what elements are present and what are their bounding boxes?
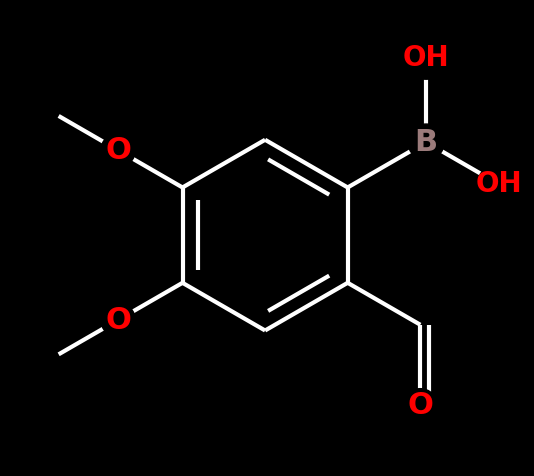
Circle shape	[408, 124, 444, 160]
Text: O: O	[105, 136, 131, 165]
Circle shape	[101, 133, 135, 168]
Text: OH: OH	[403, 44, 450, 72]
Circle shape	[101, 303, 135, 337]
Circle shape	[405, 37, 447, 79]
Text: B: B	[414, 128, 438, 157]
Text: O: O	[105, 306, 131, 335]
Circle shape	[478, 163, 520, 205]
Text: O: O	[407, 391, 433, 420]
Text: OH: OH	[475, 170, 522, 198]
Circle shape	[403, 389, 437, 423]
